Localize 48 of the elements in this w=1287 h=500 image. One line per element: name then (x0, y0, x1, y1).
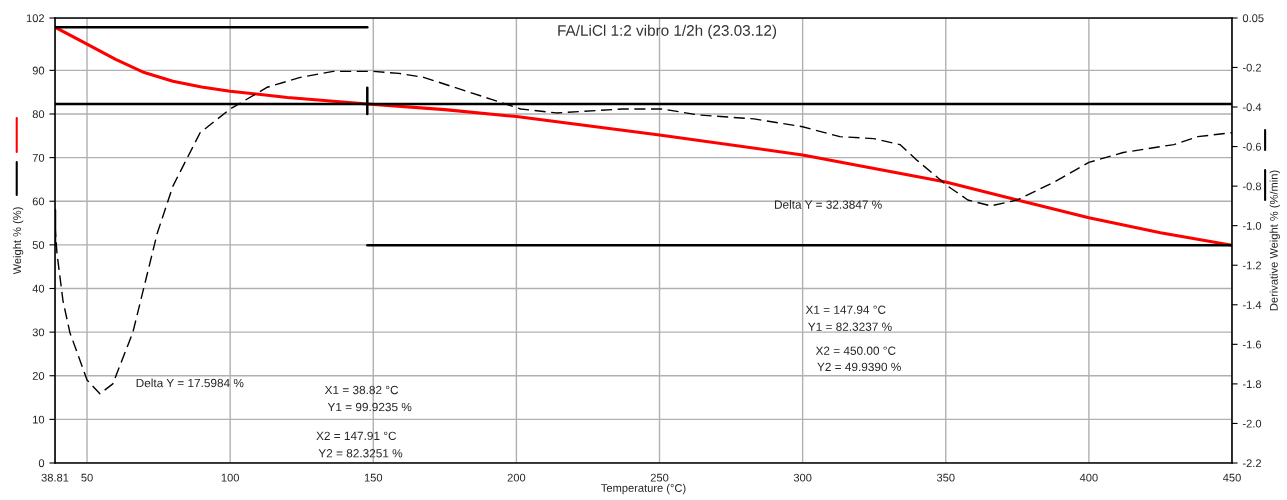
y-tick-label: 0 (38, 459, 45, 468)
y2-tick-label: -0.4 (1242, 103, 1262, 112)
y-axis-title: Weight % (%) (12, 207, 24, 275)
y2-tick-label: -2.2 (1242, 459, 1261, 468)
y-tick-label: 40 (32, 284, 45, 293)
y-tick-label: 30 (32, 328, 45, 337)
line-series (55, 25, 1232, 247)
annotation: X1 = 147.94 °C (805, 305, 886, 314)
x-tick-label: 300 (793, 473, 812, 482)
annotation: Y1 = 99.9235 % (327, 402, 412, 412)
y-tick-label: 20 (32, 372, 45, 380)
y2-tick-label: -1.4 (1242, 301, 1262, 309)
annotation: X2 = 450.00 °C (815, 346, 896, 355)
y2-tick-label: -0.8 (1242, 182, 1262, 191)
annotation: Delta Y = 32.3847 % (774, 200, 882, 209)
x-tick-label: 100 (221, 473, 239, 482)
y2-tick-label: -1.0 (1242, 221, 1262, 230)
y2-tick-label: -2.0 (1242, 419, 1262, 428)
y-tick-label: 70 (32, 153, 45, 162)
y-tick-label: 10 (33, 415, 45, 424)
x-tick-label: 450 (1222, 473, 1241, 482)
y2-tick-label: 0.05 (1242, 14, 1264, 23)
annotation: X2 = 147.91 °C (316, 431, 397, 440)
y-tick-label: 80 (32, 110, 45, 119)
y-tick-label: 102 (26, 14, 45, 23)
x-tick-label: 150 (364, 473, 383, 482)
x-tick-label: 250 (650, 473, 669, 482)
annotation: X1 = 38.82 °C (324, 385, 399, 395)
annotation: Delta Y = 17.5984 % (136, 378, 244, 388)
y-tick-label: 50 (32, 241, 45, 249)
y2-axis-title: Derivative Weight % (%/min) (1269, 170, 1280, 311)
x-tick-label: 350 (936, 473, 955, 482)
y2-tick-label: -1.6 (1242, 340, 1262, 349)
x-tick-label: 200 (507, 473, 526, 482)
annotation: Y2 = 49.9390 % (817, 362, 901, 372)
x-tick-label: 50 (81, 473, 93, 482)
y2-tick-label: -0.2 (1242, 63, 1261, 72)
y2-tick-label: -1.2 (1242, 261, 1261, 270)
chart-title: FA/LiCl 1:2 vibro 1/2h (23.03.12) (558, 24, 777, 39)
y-tick-label: 90 (32, 66, 45, 75)
y2-tick-label: -1.8 (1242, 380, 1262, 389)
x-axis-title: Temperature (°C) (601, 483, 686, 495)
y-tick-label: 60 (32, 197, 45, 206)
annotation: Y2 = 82.3251 % (318, 449, 403, 458)
y2-tick-label: -0.6 (1242, 142, 1262, 151)
annotation: Y1 = 82.3237 % (808, 322, 892, 331)
x-tick-label: 400 (1079, 473, 1098, 482)
x-tick-label: 38.81 (41, 473, 69, 482)
